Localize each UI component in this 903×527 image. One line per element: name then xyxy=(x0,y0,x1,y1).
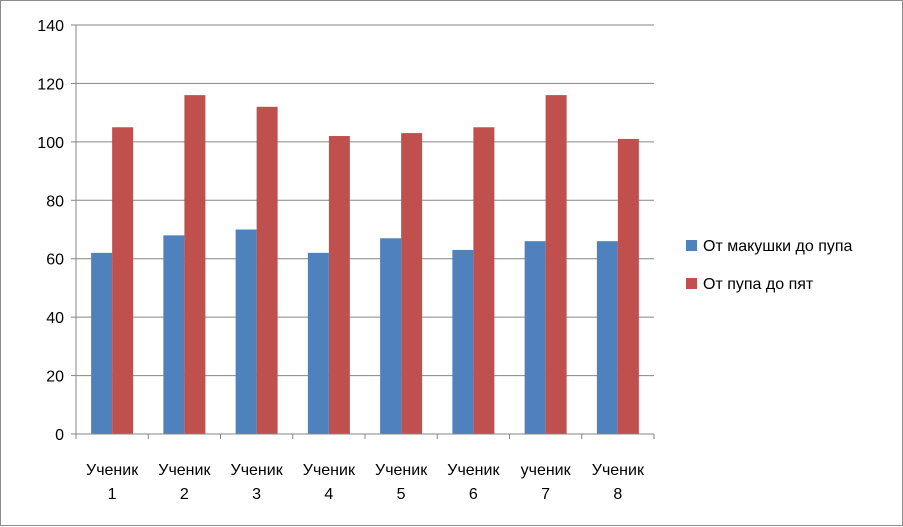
y-tick-labels: 0 20 40 60 80 100 120 140 xyxy=(37,18,64,444)
bar-series2-4 xyxy=(328,136,350,434)
x-tick-label: Ученик 8 xyxy=(592,462,645,503)
bar-series2-5 xyxy=(401,133,423,435)
x-tick-label: Ученик 6 xyxy=(447,462,500,503)
axes xyxy=(71,24,655,439)
x-tick-label: Ученик 3 xyxy=(231,462,284,503)
bar-series1-4 xyxy=(307,252,329,434)
y-tick-label: 20 xyxy=(46,369,64,386)
x-tick-label: Ученик 2 xyxy=(158,462,211,503)
bar-series1-3 xyxy=(235,229,257,434)
x-tick-label: Ученик 5 xyxy=(375,462,428,503)
bar-series2-7 xyxy=(545,95,567,434)
bar-series2-3 xyxy=(256,106,278,435)
y-tick-label: 100 xyxy=(37,135,64,152)
legend-label: От пупа до пят xyxy=(703,276,814,293)
bar-series1-6 xyxy=(452,249,474,434)
bars xyxy=(91,95,639,435)
y-tick-label: 140 xyxy=(37,18,64,35)
bar-series2-2 xyxy=(184,95,206,434)
y-tick-label: 0 xyxy=(55,427,64,444)
bar-series1-1 xyxy=(91,252,113,434)
bar-series2-8 xyxy=(617,138,639,434)
x-tick-label: ученик 7 xyxy=(521,462,572,503)
y-tick-label: 120 xyxy=(37,76,64,93)
y-tick-label: 80 xyxy=(46,193,64,210)
bar-series1-7 xyxy=(524,241,546,434)
legend-swatch xyxy=(686,240,697,251)
legend-swatch xyxy=(686,278,697,289)
y-tick-label: 60 xyxy=(46,252,64,269)
legend: От макушки до пупа От пупа до пят xyxy=(686,238,853,293)
bar-series2-6 xyxy=(473,127,495,434)
bar-series1-5 xyxy=(380,238,402,434)
gridlines xyxy=(76,24,654,377)
y-tick-label: 40 xyxy=(46,310,64,327)
x-tick-labels: Ученик 1 Ученик 2 Ученик 3 Ученик 4 Ученик 5 Учени… xyxy=(86,462,645,503)
legend-label: От макушки до пупа xyxy=(703,238,853,255)
x-tick-label: Ученик 4 xyxy=(303,462,356,503)
x-tick-label: Ученик 1 xyxy=(86,462,139,503)
bar-series1-2 xyxy=(163,235,185,434)
bar-series2-1 xyxy=(112,127,134,434)
bar-series1-8 xyxy=(596,241,618,434)
